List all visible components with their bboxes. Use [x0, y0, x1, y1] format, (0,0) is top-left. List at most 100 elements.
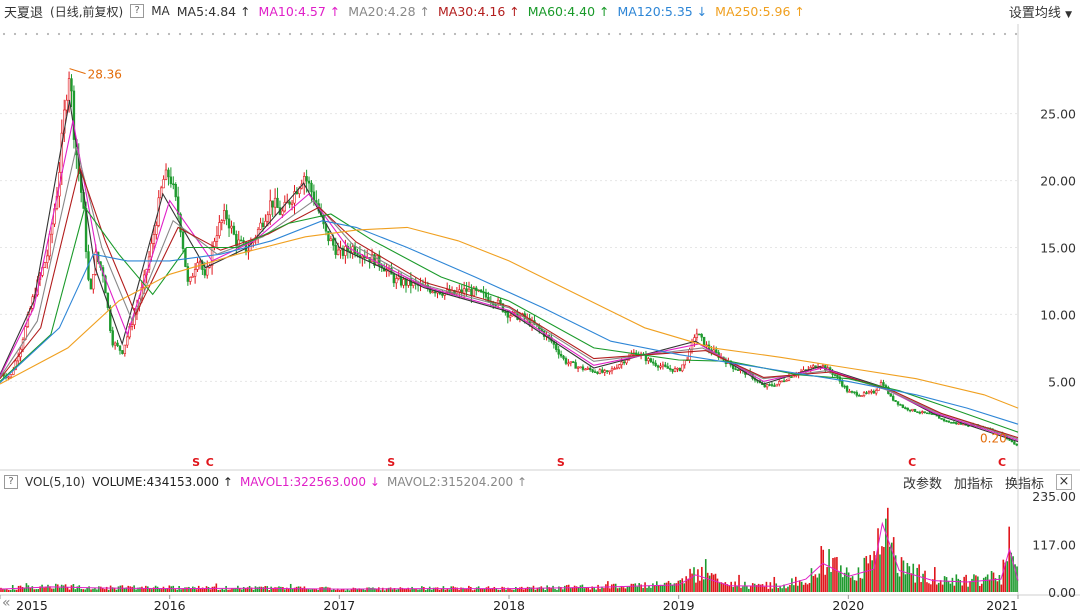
- marker-dot: [959, 32, 963, 36]
- volume-bar: [448, 589, 451, 592]
- marker-dot: [607, 32, 611, 36]
- volume-bar: [552, 585, 554, 592]
- volume-bar: [229, 589, 231, 592]
- volume-bar: [29, 587, 32, 592]
- marker-dot: [112, 32, 116, 36]
- ma-line-ma20: [0, 146, 1019, 440]
- candle-body: [620, 361, 623, 366]
- volume-bar: [385, 588, 388, 592]
- candle-body: [659, 365, 662, 368]
- volume-bar: [759, 584, 762, 592]
- add-indicator-button[interactable]: 加指标: [953, 476, 993, 492]
- volume-bar: [656, 581, 658, 592]
- candle-body: [882, 382, 885, 386]
- volume-bar: [932, 579, 934, 592]
- volume-bar: [82, 589, 85, 592]
- indicator-tools: 改参数 加指标 换指标 ×: [903, 473, 1080, 492]
- marker-dot: [101, 32, 105, 36]
- candle-body: [169, 176, 173, 185]
- volume-bar: [301, 587, 304, 592]
- event-marker-3: S: [557, 456, 565, 469]
- candle-body: [239, 239, 243, 242]
- marker-dot: [1014, 32, 1018, 36]
- ma-line-ma30: [0, 165, 1019, 439]
- volume-bar: [317, 589, 319, 592]
- marker-dot: [24, 32, 28, 36]
- candle-body: [395, 278, 398, 284]
- volume-bar: [652, 583, 654, 592]
- volume-bar: [1004, 562, 1007, 592]
- volume-bar: [975, 575, 977, 592]
- candle-body: [925, 412, 929, 415]
- volume-bar: [70, 585, 73, 592]
- volume-bar: [614, 583, 617, 592]
- volume-bar: [1002, 559, 1005, 592]
- edit-params-button[interactable]: 改参数: [902, 476, 942, 492]
- help-icon[interactable]: ?: [130, 4, 145, 18]
- marker-dot: [948, 32, 952, 36]
- volume-bar: [679, 580, 682, 592]
- marker-dot: [838, 32, 842, 36]
- volume-bar: [274, 587, 276, 592]
- candle-body: [736, 369, 740, 371]
- volume-bar: [920, 582, 922, 592]
- volume-bar: [250, 587, 253, 592]
- close-icon[interactable]: ×: [1056, 474, 1072, 490]
- volume-bar: [728, 585, 731, 592]
- volume-bar: [107, 589, 110, 592]
- volume-bar: [164, 588, 167, 592]
- volume-bar: [495, 588, 498, 592]
- volume-indicator-name[interactable]: VOL(5,10): [25, 475, 86, 489]
- volume-bar: [661, 585, 664, 592]
- marker-dot: [431, 32, 435, 36]
- volume-bar: [74, 589, 77, 592]
- volume-bar: [358, 588, 361, 592]
- volume-bar: [906, 562, 909, 592]
- marker-dot: [530, 32, 534, 36]
- candle-body: [266, 214, 270, 222]
- candle-body: [193, 269, 197, 277]
- mavol1-value: MAVOL1:322563.000 ↓: [240, 475, 380, 489]
- volume-bar: [785, 588, 787, 592]
- volume-bar: [520, 586, 523, 592]
- candle-body: [913, 408, 917, 412]
- volume-bar: [450, 586, 453, 592]
- candle-body: [923, 411, 926, 414]
- volume-bar: [988, 579, 991, 592]
- volume-bar: [213, 586, 216, 592]
- marker-dot: [145, 32, 149, 36]
- marker-dot: [882, 32, 886, 36]
- candle-body: [918, 412, 922, 414]
- candle-body: [921, 411, 924, 413]
- volume-bar: [137, 587, 139, 592]
- volume-bar: [252, 589, 255, 592]
- candle-body: [467, 288, 471, 292]
- candle-body: [305, 176, 308, 182]
- help-icon-volume[interactable]: ?: [4, 475, 18, 489]
- candle-body: [7, 376, 10, 379]
- volume-bar: [575, 586, 578, 592]
- volume-bar: [309, 589, 312, 592]
- ma-settings-button[interactable]: 设置均线 ▼: [1009, 2, 1072, 21]
- volume-bar: [329, 587, 331, 592]
- candle-body: [792, 375, 795, 378]
- x-tick-label-4: 2019: [663, 598, 695, 613]
- candle-body: [404, 279, 408, 286]
- volume-bar: [896, 572, 899, 592]
- volume-bar: [534, 589, 537, 592]
- candle-body: [942, 418, 946, 421]
- volume-bar: [855, 580, 858, 592]
- marker-dot: [981, 32, 985, 36]
- switch-indicator-button[interactable]: 换指标: [1004, 476, 1044, 492]
- volume-bar: [399, 587, 402, 592]
- candle-body: [862, 392, 866, 396]
- volume-bar: [544, 590, 547, 592]
- volume-bar: [219, 589, 222, 592]
- candle-body: [901, 404, 905, 408]
- ma-item-2: MA20:4.28 ↑: [348, 3, 431, 19]
- candle-body: [574, 362, 577, 369]
- volume-bar: [873, 551, 875, 592]
- volume-bar: [41, 584, 43, 592]
- scroll-left-icon[interactable]: «: [2, 595, 11, 611]
- indicator-name[interactable]: MA: [151, 4, 170, 18]
